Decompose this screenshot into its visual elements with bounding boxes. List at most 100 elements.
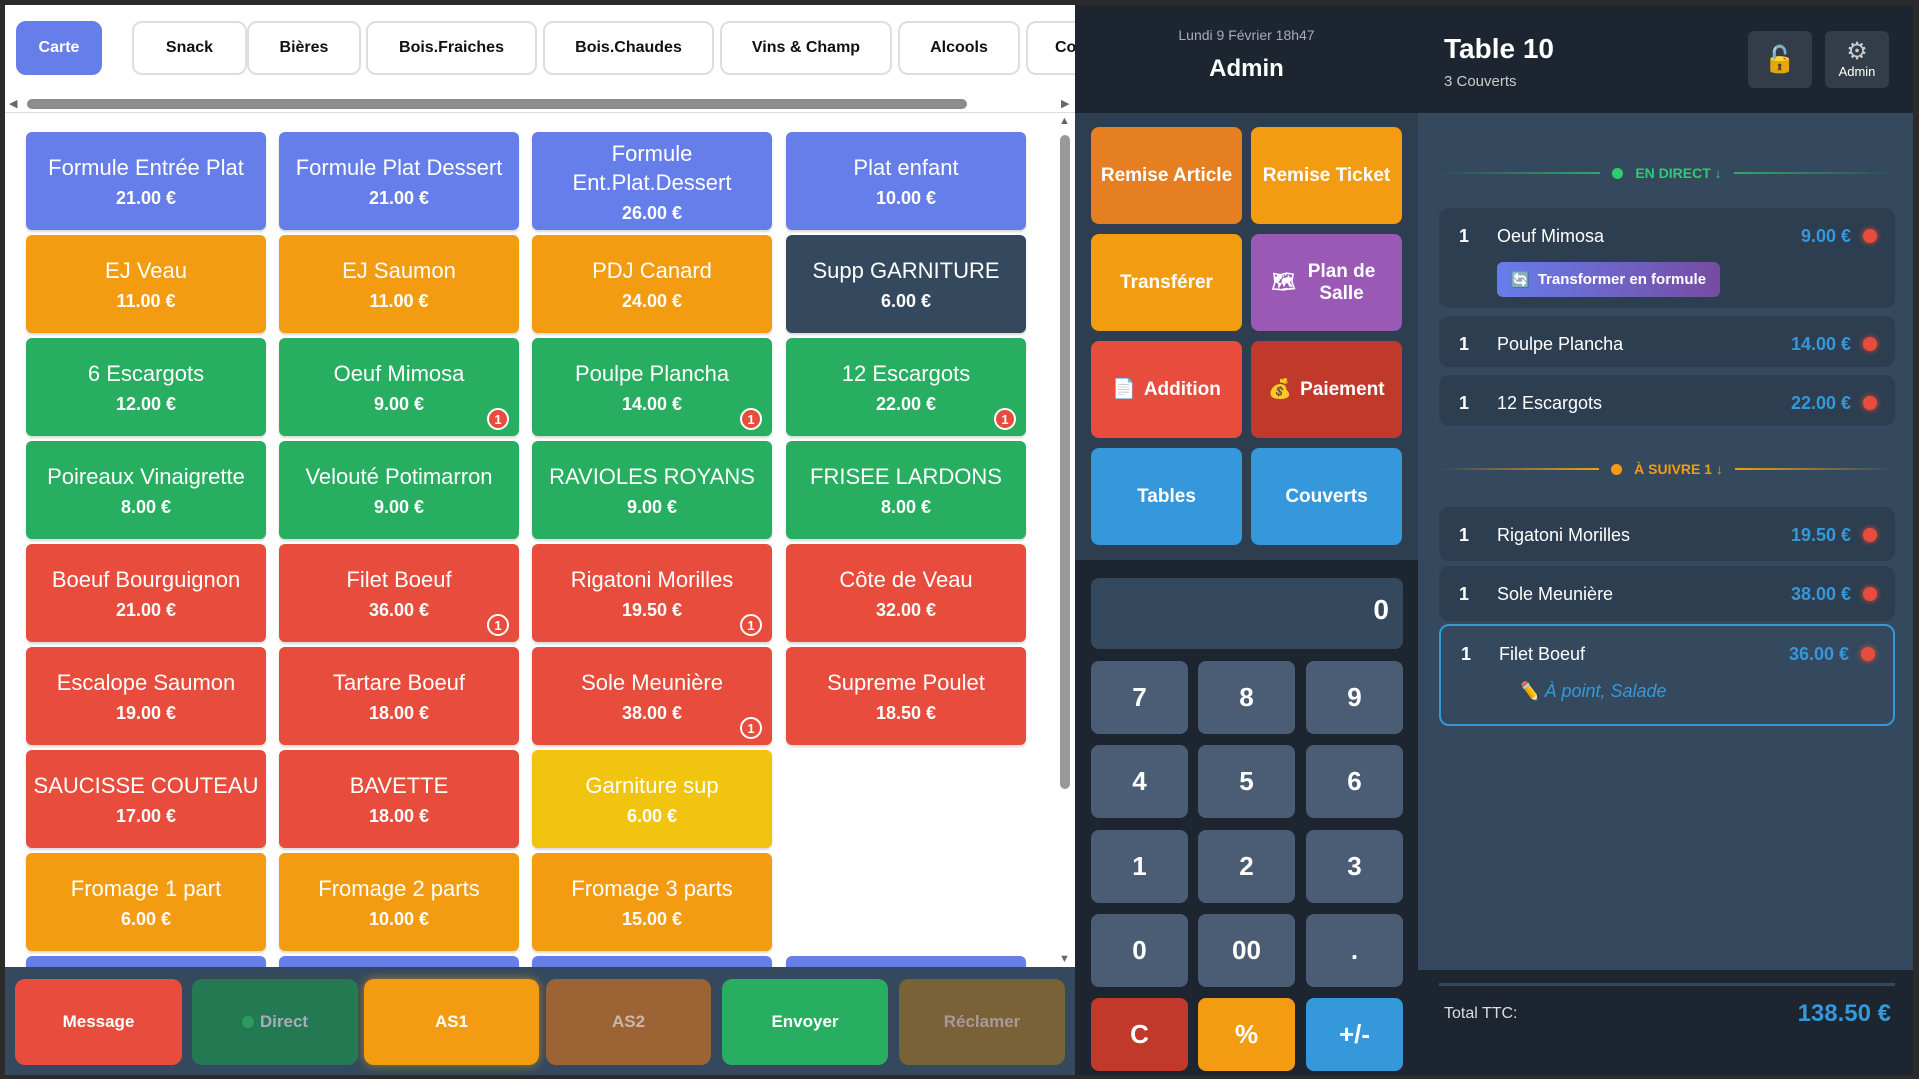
clear-key[interactable]: C bbox=[1091, 998, 1188, 1071]
scroll-left-icon[interactable]: ◀ bbox=[9, 98, 18, 110]
product-tile[interactable]: Tartare Boeuf 18.00 € bbox=[279, 647, 519, 745]
product-tile[interactable]: Poulpe Plancha 14.00 € 1 bbox=[532, 338, 772, 436]
reclamer-button[interactable]: Réclamer bbox=[899, 979, 1065, 1065]
total-label: Total TTC: bbox=[1444, 1005, 1518, 1022]
message-button[interactable]: Message bbox=[15, 979, 182, 1065]
plan-de-salle-button[interactable]: 🗺 Plan de Salle bbox=[1251, 234, 1402, 331]
direct-button[interactable]: Direct bbox=[192, 979, 358, 1065]
tab-carte[interactable]: Carte bbox=[16, 21, 102, 75]
product-tile[interactable]: Garniture sup 6.00 € bbox=[532, 750, 772, 848]
key-2[interactable]: 2 bbox=[1198, 830, 1295, 903]
product-tile[interactable]: Fromage 3 parts 15.00 € bbox=[532, 853, 772, 951]
product-tile[interactable]: Sole Meunière 38.00 € 1 bbox=[532, 647, 772, 745]
order-item-selected[interactable]: 1 Filet Boeuf 36.00 € ✏️ À point, Salade bbox=[1439, 624, 1895, 726]
tab-snack[interactable]: Snack bbox=[132, 21, 247, 75]
product-tile[interactable]: 6 Escargots 12.00 € bbox=[26, 338, 266, 436]
envoyer-button[interactable]: Envoyer bbox=[722, 979, 888, 1065]
product-tile[interactable]: Plat enfant 10.00 € bbox=[786, 132, 1026, 230]
vertical-scrollbar[interactable]: ▲ ▼ bbox=[1057, 115, 1073, 967]
as1-button[interactable]: AS1 bbox=[364, 979, 539, 1065]
product-tile[interactable]: FRISEE LARDONS 8.00 € bbox=[786, 441, 1026, 539]
order-panel: Table 10 3 Couverts 🔓 ⚙ Admin EN DIRECT ↓… bbox=[1418, 5, 1913, 1075]
as1-label: AS1 bbox=[434, 1012, 469, 1031]
horizontal-scrollbar[interactable]: ◀ ▶ bbox=[5, 93, 1075, 113]
product-tile[interactable]: RAVIOLES ROYANS 9.00 € bbox=[532, 441, 772, 539]
product-tile[interactable] bbox=[279, 956, 519, 967]
product-tile[interactable]: SAUCISSE COUTEAU 17.00 € bbox=[26, 750, 266, 848]
product-tile[interactable] bbox=[786, 956, 1026, 967]
order-item[interactable]: 1 Sole Meunière 38.00 € bbox=[1439, 566, 1895, 621]
percent-key[interactable]: % bbox=[1198, 998, 1295, 1071]
product-tile[interactable] bbox=[532, 956, 772, 967]
admin-button[interactable]: ⚙ Admin bbox=[1825, 31, 1889, 88]
product-tile[interactable]: Supp GARNITURE 6.00 € bbox=[786, 235, 1026, 333]
product-tile[interactable]: Oeuf Mimosa 9.00 € 1 bbox=[279, 338, 519, 436]
key-4[interactable]: 4 bbox=[1091, 745, 1188, 818]
product-tile[interactable]: Rigatoni Morilles 19.50 € 1 bbox=[532, 544, 772, 642]
scrollbar-thumb[interactable] bbox=[27, 99, 967, 109]
product-tile[interactable] bbox=[26, 956, 266, 967]
order-item[interactable]: 1 Oeuf Mimosa 9.00 € 🔄 Transformer en formu… bbox=[1439, 208, 1895, 308]
key-8[interactable]: 8 bbox=[1198, 661, 1295, 734]
key-0[interactable]: 0 bbox=[1091, 914, 1188, 987]
product-tile[interactable]: Escalope Saumon 19.00 € bbox=[26, 647, 266, 745]
tab-bieres[interactable]: Bières bbox=[247, 21, 361, 75]
divider bbox=[1439, 983, 1895, 986]
quantity-badge: 1 bbox=[740, 614, 762, 636]
remise-ticket-button[interactable]: Remise Ticket bbox=[1251, 127, 1402, 224]
product-tile[interactable]: Poireaux Vinaigrette 8.00 € bbox=[26, 441, 266, 539]
addition-button[interactable]: 📄 Addition bbox=[1091, 341, 1242, 438]
unlock-icon: 🔓 bbox=[1763, 44, 1797, 74]
transferer-button[interactable]: Transférer bbox=[1091, 234, 1242, 331]
sign-key[interactable]: +/- bbox=[1306, 998, 1403, 1071]
scrollbar-thumb[interactable] bbox=[1060, 135, 1070, 789]
product-tile[interactable]: Velouté Potimarron 9.00 € bbox=[279, 441, 519, 539]
scroll-down-icon[interactable]: ▼ bbox=[1059, 953, 1070, 965]
product-tile[interactable]: Fromage 2 parts 10.00 € bbox=[279, 853, 519, 951]
tab-bois-fraiches[interactable]: Bois.Fraiches bbox=[366, 21, 537, 75]
product-tile[interactable]: EJ Saumon 11.00 € bbox=[279, 235, 519, 333]
product-price: 21.00 € bbox=[368, 188, 430, 208]
product-tile[interactable]: PDJ Canard 24.00 € bbox=[532, 235, 772, 333]
order-item[interactable]: 1 12 Escargots 22.00 € bbox=[1439, 375, 1895, 426]
tab-alcools[interactable]: Alcools bbox=[898, 21, 1020, 75]
product-tile[interactable]: Côte de Veau 32.00 € bbox=[786, 544, 1026, 642]
product-tile[interactable]: Supreme Poulet 18.50 € bbox=[786, 647, 1026, 745]
paiement-button[interactable]: 💰 Paiement bbox=[1251, 341, 1402, 438]
product-tile[interactable]: 12 Escargots 22.00 € 1 bbox=[786, 338, 1026, 436]
item-note-text: À point, Salade bbox=[1544, 681, 1667, 701]
key-7[interactable]: 7 bbox=[1091, 661, 1188, 734]
product-price: 12.00 € bbox=[115, 394, 177, 414]
total-value: 138.50 € bbox=[1797, 1000, 1891, 1027]
product-tile[interactable]: Boeuf Bourguignon 21.00 € bbox=[26, 544, 266, 642]
key-dot[interactable]: . bbox=[1306, 914, 1403, 987]
scroll-right-icon[interactable]: ▶ bbox=[1061, 98, 1070, 110]
product-tile[interactable]: Formule Ent.Plat.Dessert 26.00 € bbox=[532, 132, 772, 230]
product-tile[interactable]: EJ Veau 11.00 € bbox=[26, 235, 266, 333]
product-price: 9.00 € bbox=[373, 394, 425, 414]
item-name: Filet Boeuf bbox=[1499, 644, 1586, 664]
product-tile[interactable]: Formule Plat Dessert 21.00 € bbox=[279, 132, 519, 230]
product-name: Garniture sup bbox=[585, 773, 719, 798]
key-5[interactable]: 5 bbox=[1198, 745, 1295, 818]
remise-article-button[interactable]: Remise Article bbox=[1091, 127, 1242, 224]
key-9[interactable]: 9 bbox=[1306, 661, 1403, 734]
scroll-up-icon[interactable]: ▲ bbox=[1059, 115, 1070, 127]
key-6[interactable]: 6 bbox=[1306, 745, 1403, 818]
tab-vins-champ[interactable]: Vins & Champ bbox=[720, 21, 892, 75]
transform-formula-button[interactable]: 🔄 Transformer en formule bbox=[1497, 262, 1721, 297]
key-1[interactable]: 1 bbox=[1091, 830, 1188, 903]
key-3[interactable]: 3 bbox=[1306, 830, 1403, 903]
lock-button[interactable]: 🔓 bbox=[1748, 31, 1812, 88]
couverts-button[interactable]: Couverts bbox=[1251, 448, 1402, 545]
order-item[interactable]: 1 Rigatoni Morilles 19.50 € bbox=[1439, 507, 1895, 561]
order-item[interactable]: 1 Poulpe Plancha 14.00 € bbox=[1439, 316, 1895, 367]
product-tile[interactable]: Formule Entrée Plat 21.00 € bbox=[26, 132, 266, 230]
product-tile[interactable]: BAVETTE 18.00 € bbox=[279, 750, 519, 848]
tables-button[interactable]: Tables bbox=[1091, 448, 1242, 545]
product-tile[interactable]: Fromage 1 part 6.00 € bbox=[26, 853, 266, 951]
tab-bois-chaudes[interactable]: Bois.Chaudes bbox=[543, 21, 714, 75]
product-tile[interactable]: Filet Boeuf 36.00 € 1 bbox=[279, 544, 519, 642]
key-00[interactable]: 00 bbox=[1198, 914, 1295, 987]
as2-button[interactable]: AS2 bbox=[546, 979, 711, 1065]
